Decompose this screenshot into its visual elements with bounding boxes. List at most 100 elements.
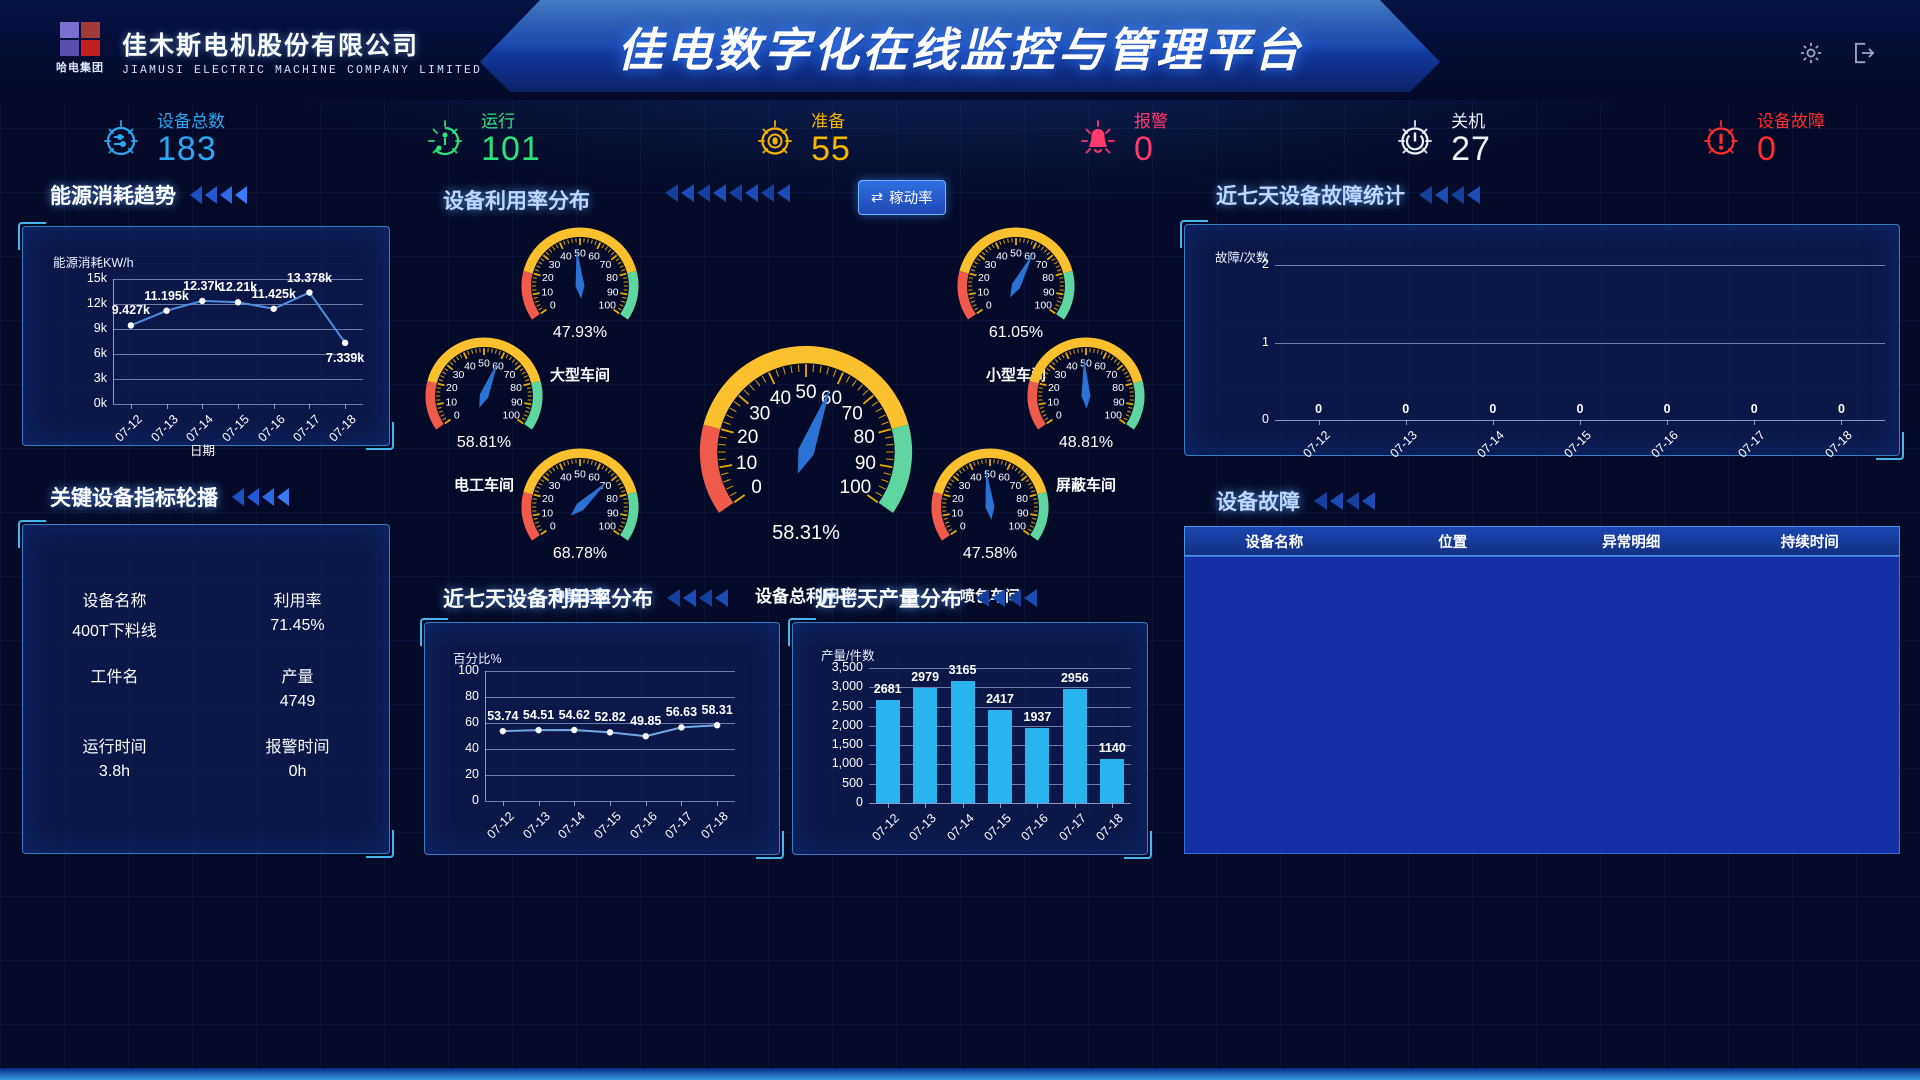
kpi-5[interactable]: 设备故障 0 [1600, 100, 1920, 178]
key-device-value: 报警时间 [265, 739, 330, 756]
group-name: 哈电集团 [56, 62, 104, 74]
util7d-chart-card: 百分比% 0 20 40 60 80 100 53.74 54.51 54.62 52.82 49.… [420, 618, 784, 859]
fault-stats-ylabel: 故障/次数 [1215, 251, 1269, 265]
svg-text:30: 30 [985, 260, 997, 271]
svg-text:70: 70 [504, 370, 516, 381]
gauge-大型车间[interactable]: 0 10 20 30 40 50 60 70 80 90 100 47.93% 大型车间 [516, 222, 644, 396]
svg-text:70: 70 [842, 404, 863, 425]
bar-value-label: 0 [1576, 402, 1584, 416]
key-device-key [23, 693, 206, 711]
chevron-decor [667, 589, 728, 607]
energy-line-chart: 0k 3k 6k 9k 12k 15k 9.427k 11.195k 12.37k 12.21k 1… [23, 227, 389, 445]
kpi-1[interactable]: 运行 101 [320, 100, 640, 178]
bar [1100, 759, 1125, 803]
svg-text:60: 60 [1024, 251, 1036, 262]
x-tick [1841, 420, 1843, 425]
utilization-panel-title: 设备利用率分布 [443, 185, 590, 215]
y-tick-label: 2,500 [831, 698, 863, 713]
gauge-total-utilization[interactable]: 0 10 20 30 40 50 60 70 80 90 100 58.31% 设备总利用率 [690, 336, 922, 618]
x-tick [345, 404, 347, 409]
y-tick-label: 1 [1262, 334, 1269, 349]
gridline [485, 671, 735, 672]
svg-text:30: 30 [749, 404, 770, 425]
svg-text:0: 0 [1056, 411, 1062, 422]
gauge-label: 设备总利用率 [755, 587, 857, 606]
gridline [869, 668, 1131, 669]
data-point-label: 11.425k [251, 286, 296, 301]
gauge-冲剪车间[interactable]: 0 10 20 30 40 50 60 70 80 90 100 68.78% 冲剪车间 [516, 443, 644, 617]
kpi-3[interactable]: 报警 0 [960, 100, 1280, 178]
x-tick-label: 07-17 [1056, 811, 1089, 844]
gauge-喷包车间[interactable]: 0 10 20 30 40 50 60 70 80 90 100 47.58% 喷包车间 [926, 443, 1054, 617]
key-device-row: 400T下料线 71.45% [23, 617, 389, 641]
chevron-decor [1314, 492, 1375, 510]
svg-text:20: 20 [542, 494, 554, 505]
svg-text:40: 40 [770, 388, 791, 409]
svg-text:10: 10 [1047, 397, 1059, 408]
gear-icon[interactable] [1798, 40, 1824, 66]
y-axis [485, 671, 486, 801]
x-tick [645, 801, 647, 806]
svg-text:0: 0 [550, 522, 556, 533]
kpi-row: 设备总数 183 运行 101 准备 55 报警 0 关机 27 设备故障 0 [0, 100, 1920, 178]
key-device-value: 4749 [279, 693, 316, 710]
utilization-rate-button[interactable]: ⇄ 稼动率 [858, 180, 946, 215]
output7d-ylabel: 产量/件数 [821, 649, 875, 663]
util7d-panel-title: 近七天设备利用率分布 [443, 583, 728, 613]
fault-stats-title-text: 近七天设备故障统计 [1216, 185, 1405, 208]
fault-table-body[interactable] [1184, 556, 1900, 854]
gauge-label: 电工车间 [453, 477, 514, 494]
kpi-0[interactable]: 设备总数 183 [0, 100, 320, 178]
y-tick-label: 60 [465, 715, 479, 729]
gridline [113, 379, 363, 380]
x-tick [538, 801, 540, 806]
x-tick-label: 07-16 [1648, 428, 1682, 461]
logout-icon[interactable] [1850, 40, 1876, 66]
output7d-chart-card: 产量/件数 0 500 1,000 1,500 2,000 2,500 3,000 3,500… [788, 618, 1152, 859]
x-tick-label: 07-13 [906, 811, 940, 844]
x-tick [717, 801, 719, 806]
svg-text:40: 40 [464, 361, 476, 372]
data-point-label: 58.31 [701, 703, 733, 718]
x-tick [1000, 803, 1001, 808]
y-tick-label: 20 [465, 767, 479, 781]
svg-text:20: 20 [952, 494, 964, 505]
svg-text:20: 20 [978, 273, 990, 284]
svg-text:30: 30 [1055, 370, 1067, 381]
app-header: 哈电集团 佳木斯电机股份有限公司 JIAMUSI ELECTRIC MACHIN… [0, 0, 1920, 112]
svg-text:60: 60 [492, 361, 504, 372]
kpi-4[interactable]: 关机 27 [1280, 100, 1600, 178]
gauge-label: 屏蔽车间 [1055, 477, 1116, 494]
svg-text:0: 0 [454, 411, 460, 422]
y-tick-label: 0 [856, 795, 863, 809]
gauge-小型车间[interactable]: 0 10 20 30 40 50 60 70 80 90 100 61.05% 小型车间 [952, 222, 1080, 396]
svg-text:80: 80 [1112, 383, 1124, 394]
svg-text:50: 50 [574, 248, 586, 259]
kpi-2[interactable]: 准备 55 [640, 100, 960, 178]
kpi-value: 183 [157, 129, 217, 168]
bar [875, 699, 900, 803]
chevron-decor [665, 184, 790, 202]
energy-xlabel: 日期 [190, 444, 216, 458]
key-device-rows: 设备名称 利用率 400T下料线 71.45% 工件名 产量 4749 运行时间 报警时间 3.8… [23, 587, 389, 803]
bar-value-label: 2417 [986, 691, 1014, 706]
kpi-label: 设备故障 [1757, 111, 1825, 131]
key-device-row: 运行时间 报警时间 [23, 733, 389, 757]
svg-text:50: 50 [795, 382, 816, 403]
utilization-title-text: 设备利用率分布 [443, 190, 590, 213]
bar [913, 688, 938, 803]
gauge-value: 58.81% [456, 434, 512, 452]
svg-text:10: 10 [445, 397, 457, 408]
kpi-label: 关机 [1451, 111, 1486, 131]
gridline [1275, 265, 1885, 266]
output7d-bar-chart: 0 500 1,000 1,500 2,000 2,500 3,000 3,500 2681 29… [793, 623, 1147, 854]
svg-text:0: 0 [960, 522, 966, 533]
svg-text:70: 70 [600, 481, 612, 492]
gauge-电工车间[interactable]: 0 10 20 30 40 50 60 70 80 90 100 58.81% 电工车间 [420, 332, 548, 506]
data-point-label: 12.37k [183, 278, 222, 293]
fault-table-column-header: 持续时间 [1780, 534, 1839, 551]
running-icon [419, 113, 471, 165]
gauge-屏蔽车间[interactable]: 0 10 20 30 40 50 60 70 80 90 100 48.81% 屏蔽车间 [1022, 332, 1150, 506]
x-tick [681, 801, 683, 806]
power-off-icon [1389, 113, 1441, 165]
